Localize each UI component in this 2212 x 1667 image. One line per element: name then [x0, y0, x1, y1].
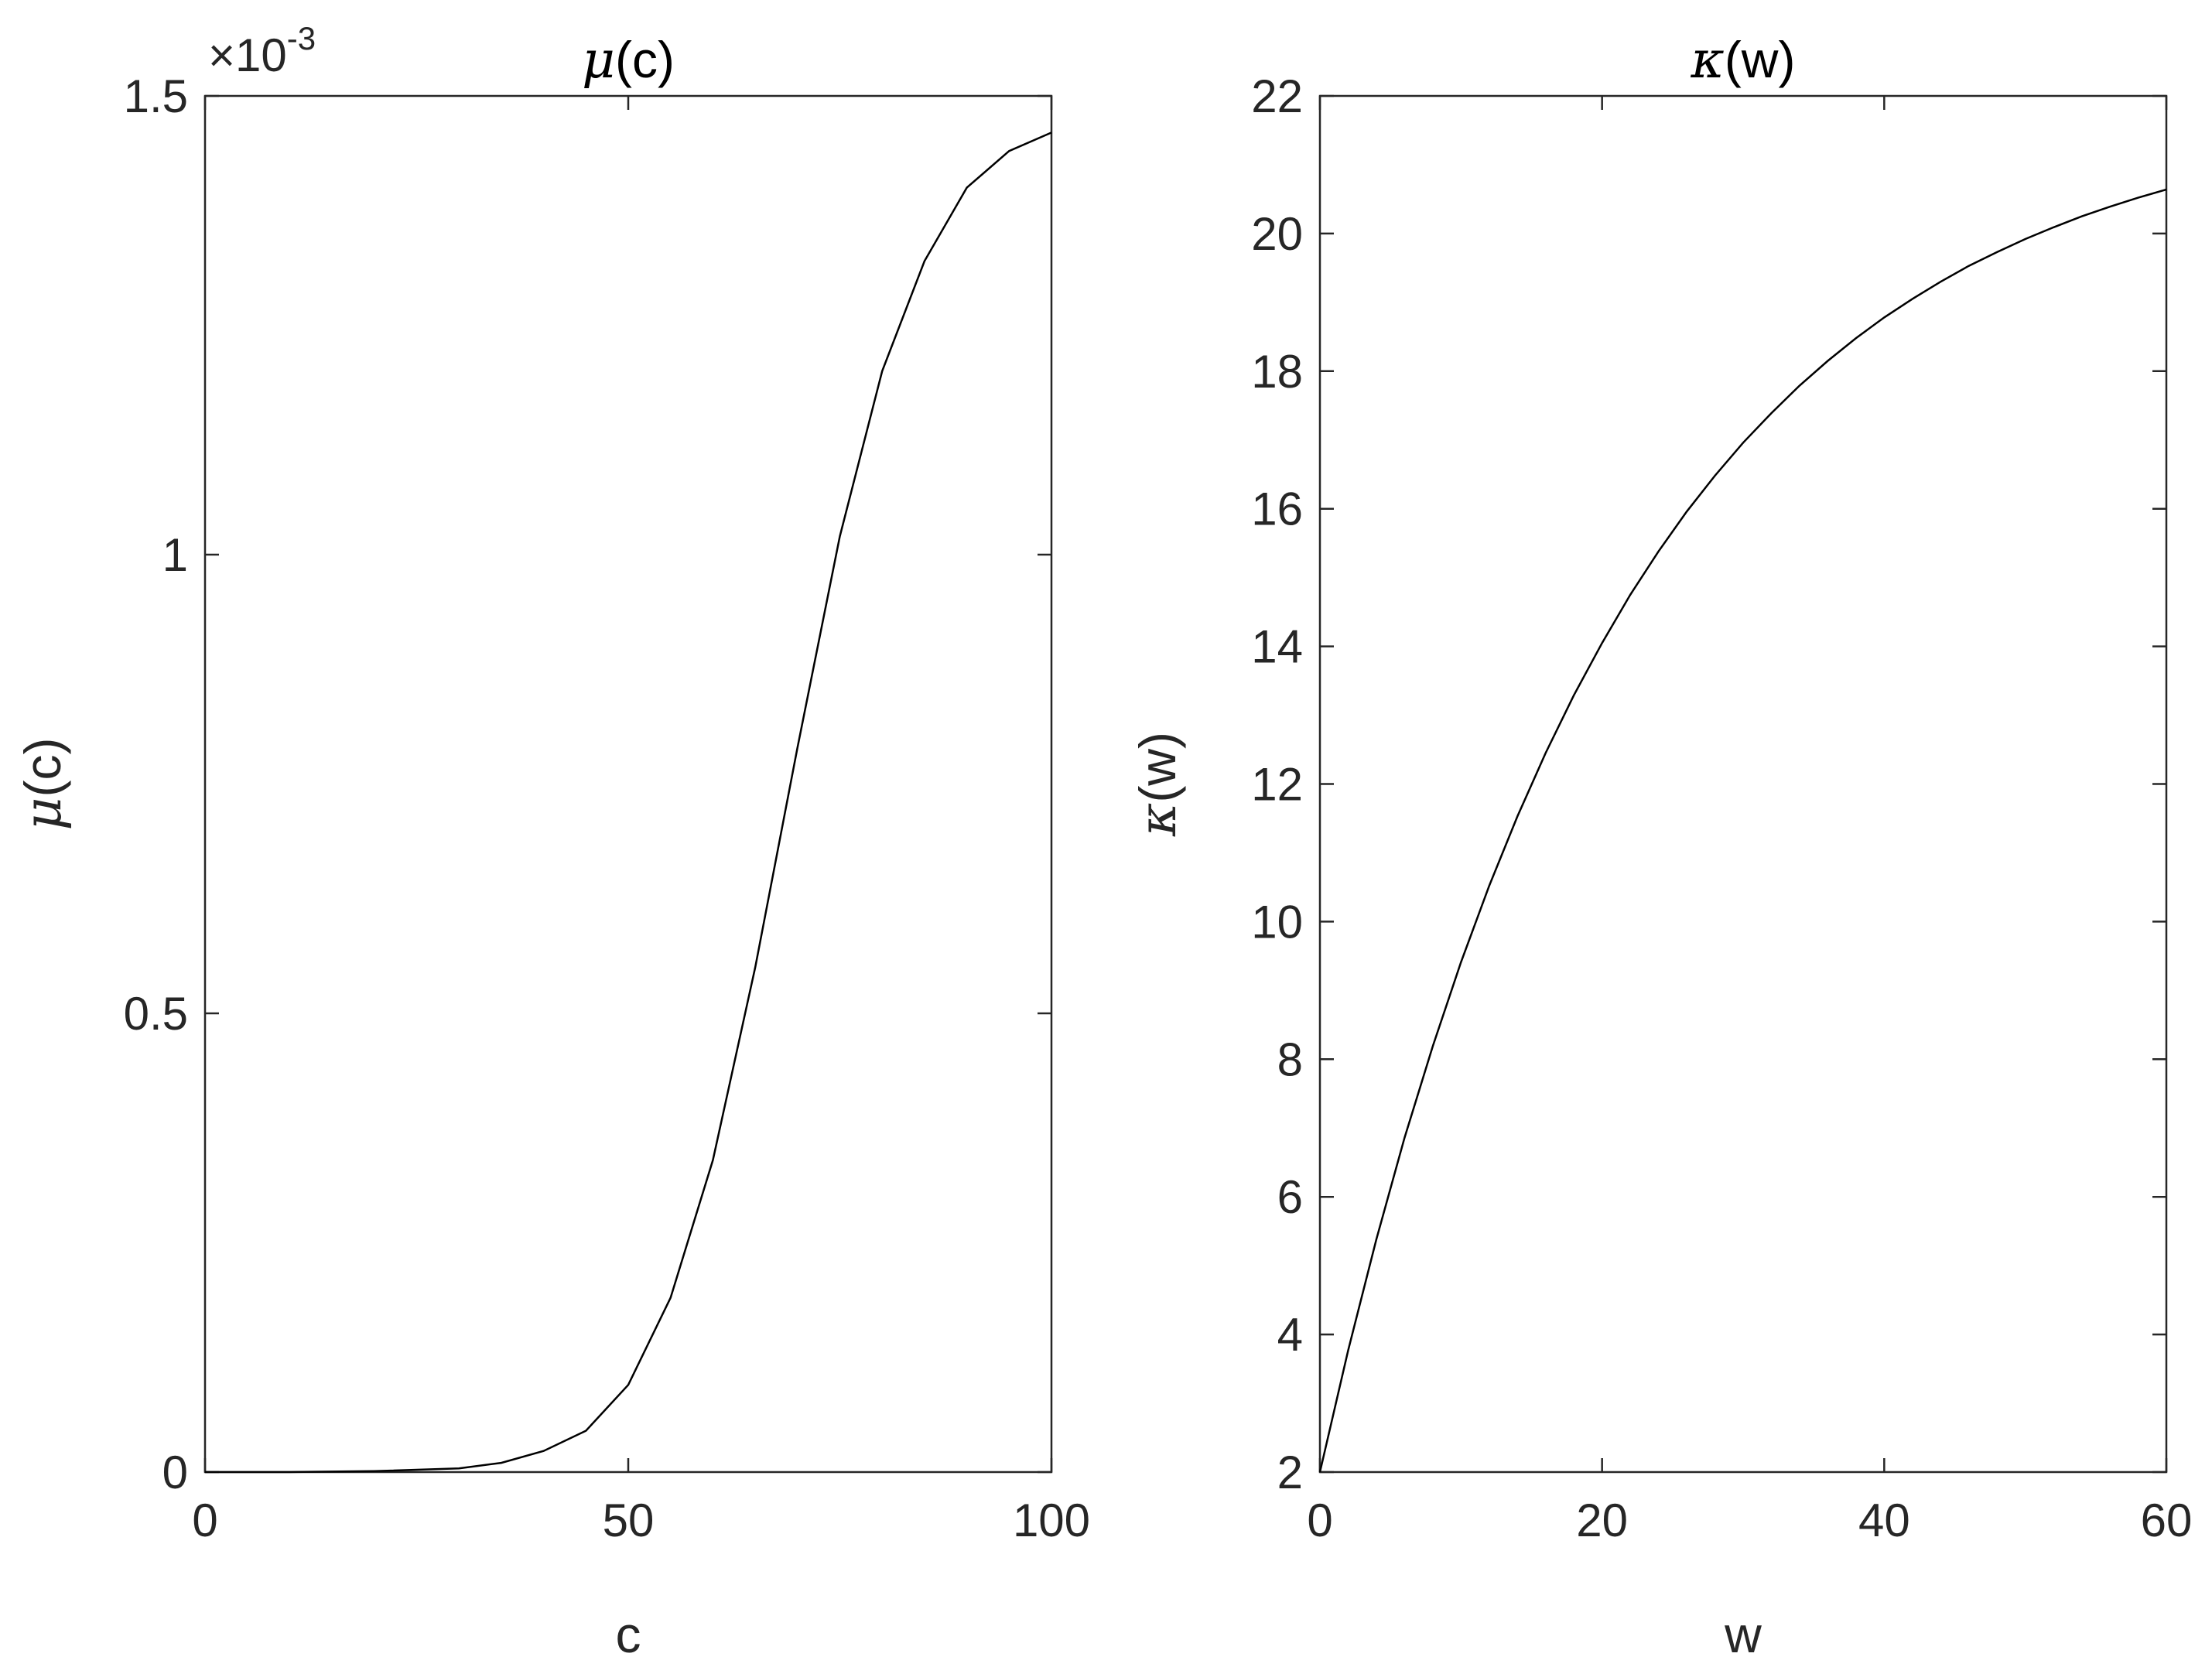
y-exponent-base: ×10: [208, 29, 287, 81]
y-tick-label: 14: [1251, 621, 1303, 673]
chart-title: μ(c): [582, 30, 675, 90]
x-tick-label: 20: [1576, 1494, 1628, 1546]
x-tick-label: 100: [1013, 1494, 1090, 1546]
x-axis-label: w: [1724, 1606, 1762, 1663]
y-axis-label: κ(w): [1128, 732, 1188, 837]
y-tick-label: 0.5: [124, 988, 188, 1040]
x-tick-label: 0: [1307, 1494, 1332, 1546]
y-tick-label: 12: [1251, 759, 1303, 811]
y-axis-label-symbol: μ: [13, 798, 73, 831]
axes-frame: [1318, 94, 2168, 1474]
y-tick-label: 1: [162, 529, 188, 581]
x-tick-label: 50: [603, 1494, 655, 1546]
y-tick-label: 2: [1277, 1447, 1303, 1498]
y-tick-label: 16: [1251, 483, 1303, 535]
x-axis-label: c: [616, 1606, 641, 1663]
title-argument: (w): [1725, 31, 1796, 88]
y-tick-label: 22: [1251, 70, 1303, 122]
x-tick-label: 0: [192, 1494, 217, 1546]
y-tick-label: 1.5: [124, 70, 188, 122]
title-symbol: μ: [582, 30, 615, 90]
x-tick-label: 60: [2141, 1494, 2193, 1546]
y-tick-label: 8: [1277, 1033, 1303, 1085]
y-tick-label: 4: [1277, 1309, 1303, 1361]
y-tick-label: 18: [1251, 346, 1303, 398]
y-axis-label-symbol: κ: [1128, 803, 1188, 837]
y-axis-label-argument: (w): [1129, 732, 1186, 803]
y-tick-label: 0: [162, 1447, 188, 1498]
y-tick-label: 10: [1251, 896, 1303, 948]
y-exponent-power: -3: [287, 20, 316, 56]
y-axis-label-argument: (c): [14, 738, 71, 798]
title-argument: (c): [615, 31, 675, 88]
x-tick-label: 40: [1858, 1494, 1910, 1546]
y-tick-label: 6: [1277, 1171, 1303, 1223]
chart-title: κ(w): [1691, 30, 1796, 90]
title-symbol: κ: [1691, 30, 1725, 90]
series-line-1: [1318, 188, 2167, 1473]
y-tick-label: 20: [1251, 208, 1303, 260]
y-axis-label: μ(c): [13, 738, 73, 831]
axes-frame: [203, 94, 1053, 1474]
y-exponent-label: ×10-3: [208, 20, 316, 81]
series-line-1: [205, 132, 1052, 1474]
